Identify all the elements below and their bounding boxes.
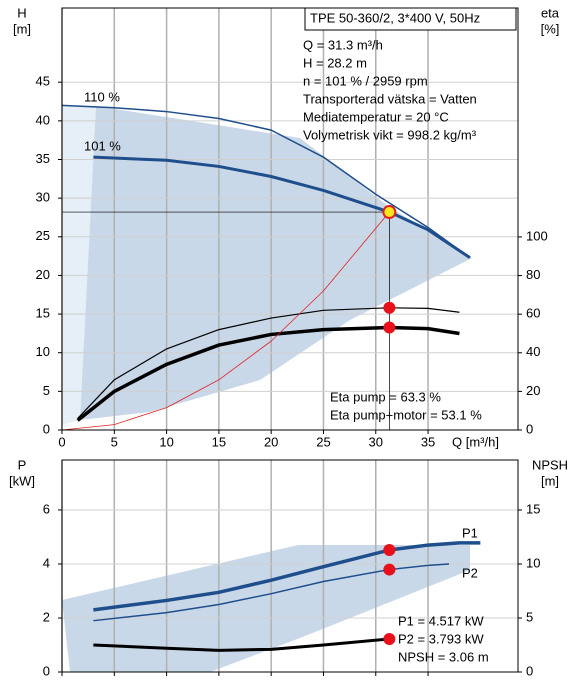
plot-frame <box>61 7 519 431</box>
y2-tick-label: 60 <box>526 306 540 321</box>
annotation: Eta pump = 63.3 % <box>330 389 441 404</box>
curve-label: 101 % <box>84 138 121 153</box>
y2-tick-label: 5 <box>526 609 533 624</box>
y2-axis-label: NPSH <box>532 457 568 472</box>
curve <box>76 325 460 422</box>
annotation: NPSH = 3.06 m <box>398 649 489 664</box>
x-tick-label: 20 <box>264 434 278 449</box>
op-p1 <box>383 544 396 557</box>
range-shade-light <box>62 106 96 425</box>
op-npsh <box>383 632 396 645</box>
y-tick-label: 30 <box>36 190 50 205</box>
y-tick-label: 40 <box>36 112 50 127</box>
y2-tick-label: 0 <box>526 421 533 436</box>
x-tick-label: 0 <box>58 434 65 449</box>
info-line: Mediatemperatur = 20 °C <box>303 109 449 124</box>
y-axis-unit: [kW] <box>9 473 35 488</box>
y-tick-label: 25 <box>36 228 50 243</box>
op-eta-pump <box>383 301 396 314</box>
info-line: Transporterad vätska = Vatten <box>303 91 477 106</box>
y2-tick-label: 80 <box>526 267 540 282</box>
curve-label: 110 % <box>84 89 120 104</box>
curve <box>61 211 390 431</box>
x-tick-label: 30 <box>369 434 383 449</box>
x-tick-label: 35 <box>421 434 435 449</box>
info-title-box <box>304 7 517 31</box>
x-axis-label: Q [m³/h] <box>452 434 499 449</box>
y2-tick-label: 20 <box>526 383 540 398</box>
info-line: H = 28.2 m <box>303 55 367 70</box>
y2-axis-unit: [m] <box>541 473 559 488</box>
y-tick-label: 2 <box>43 609 50 624</box>
x-tick-label: 5 <box>111 434 118 449</box>
info-line: n = 101 % / 2959 rpm <box>303 73 428 88</box>
y-tick-label: 0 <box>43 421 50 436</box>
y2-tick-label: 40 <box>526 344 540 359</box>
y-tick-label: 35 <box>36 151 50 166</box>
y2-tick-label: 100 <box>526 228 548 243</box>
info-title: TPE 50-360/2, 3*400 V, 50Hz <box>310 10 480 25</box>
y2-tick-label: 15 <box>526 501 540 516</box>
y-tick-label: 15 <box>36 306 50 321</box>
y2-tick-label: 10 <box>526 555 540 570</box>
y-tick-label: 45 <box>36 74 50 89</box>
curve-label: P2 <box>462 565 478 580</box>
curve <box>93 541 481 612</box>
annotation: P2 = 3.793 kW <box>398 631 484 646</box>
y-tick-label: 20 <box>36 267 50 282</box>
y-axis-label: P <box>18 457 27 472</box>
curve <box>93 637 390 652</box>
y-tick-label: 0 <box>43 663 50 678</box>
curve <box>61 104 471 259</box>
y2-tick-label: 0 <box>526 663 533 678</box>
y2-axis-label: eta <box>541 5 560 20</box>
annotation: Eta pump+motor = 53.1 % <box>330 407 482 422</box>
plot-frame <box>61 459 519 673</box>
x-tick-label: 10 <box>159 434 173 449</box>
y2-axis-unit: [%] <box>541 21 560 36</box>
x-tick-label: 25 <box>316 434 330 449</box>
y-axis-unit: [m] <box>13 21 31 36</box>
op-eta-total <box>383 321 396 334</box>
curve <box>93 155 471 259</box>
y-tick-label: 5 <box>43 383 50 398</box>
curve <box>93 563 450 622</box>
curve <box>77 307 460 419</box>
y-axis-label: H <box>17 5 26 20</box>
annotation: P1 = 4.517 kW <box>398 613 484 628</box>
op-p2 <box>383 563 396 576</box>
info-line: Q = 31.3 m³/h <box>303 37 383 52</box>
curve-label: P1 <box>462 525 478 540</box>
y-tick-label: 4 <box>43 555 50 570</box>
info-line: Volymetrisk vikt = 998.2 kg/m³ <box>303 127 477 142</box>
power-range-shade <box>62 545 470 672</box>
y-tick-label: 6 <box>43 501 50 516</box>
y-tick-label: 10 <box>36 344 50 359</box>
x-tick-label: 15 <box>212 434 226 449</box>
range-shade <box>80 106 472 420</box>
op-point <box>382 205 397 220</box>
